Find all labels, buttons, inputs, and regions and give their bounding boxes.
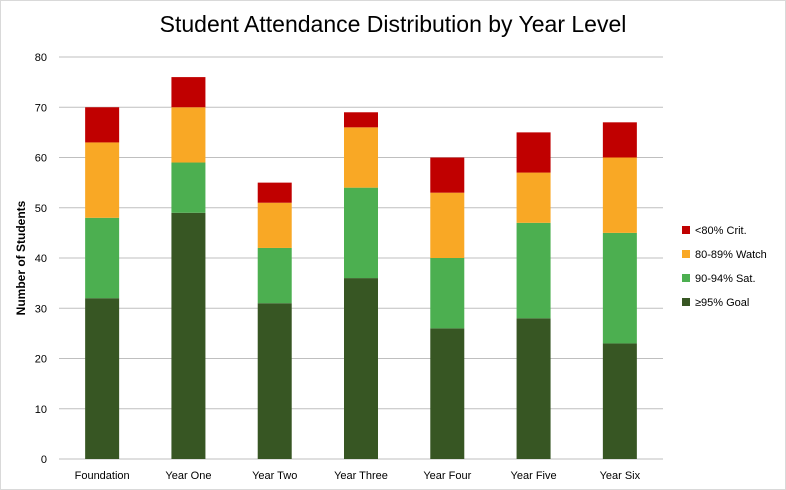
y-axis-label: Number of Students [14,200,28,315]
bar-segment [257,247,292,304]
bar-segment [430,192,465,258]
legend-swatch [682,226,690,234]
bar-segment [171,162,206,213]
y-tick-label: 30 [35,303,47,315]
bar-segment [516,222,551,319]
x-tick-label: Year Two [252,470,297,482]
bar-segment [85,142,120,218]
bar-segment [602,232,637,344]
x-tick-labels: Foundation Year One Year Two Year Three Year… [75,470,641,482]
legend-label: 90-94% Sat. [695,273,756,285]
bar-segment [171,107,206,163]
x-tick-label: Year Four [423,470,471,482]
x-tick-label: Year One [165,470,211,482]
y-tick-label: 40 [35,253,47,265]
bar-segment [516,172,551,223]
y-tick-label: 50 [35,203,47,215]
bar-segment [430,328,465,459]
y-tick-label: 70 [35,102,47,114]
bar-segment [344,278,378,459]
bar-segment [516,318,551,459]
x-tick-label: Year Three [334,470,388,482]
bar-segment [602,157,637,233]
chart-title: Student Attendance Distribution by Year … [159,11,627,37]
x-tick-label: Year Five [511,470,557,482]
legend-label: ≥95% Goal [695,297,749,309]
bar-segment [171,77,206,108]
x-tick-label: Year Six [600,470,641,482]
bar-segment [602,343,637,459]
y-tick-label: 20 [35,354,47,366]
legend-label: 80-89% Watch [695,249,767,261]
bar-segment [430,258,465,329]
legend-swatch [682,250,690,258]
bar-segment [344,127,378,188]
legend-label: <80% Crit. [695,225,747,237]
legend: <80% Crit. 80-89% Watch 90-94% Sat. ≥95% Go… [682,225,767,309]
y-tick-label: 60 [35,153,47,165]
bar-segment [344,187,378,279]
bar-segment [516,132,551,173]
y-tick-label: 10 [35,404,47,416]
bar-segment [171,212,206,459]
bar-segment [430,157,465,193]
bar-segment [257,303,292,459]
bar-segment [257,202,292,248]
bar-segment [85,107,120,143]
bar-segment [602,122,637,158]
legend-swatch [682,298,690,306]
y-tick-labels: 0 10 20 30 40 50 60 70 80 [35,52,47,466]
y-tick-label: 80 [35,52,47,64]
bar-segment [85,217,120,299]
bars [85,77,637,459]
bar-segment [344,112,378,128]
y-tick-label: 0 [41,454,47,466]
x-tick-label: Foundation [75,470,130,482]
legend-swatch [682,274,690,282]
bar-segment [257,182,292,203]
bar-segment [85,298,120,459]
